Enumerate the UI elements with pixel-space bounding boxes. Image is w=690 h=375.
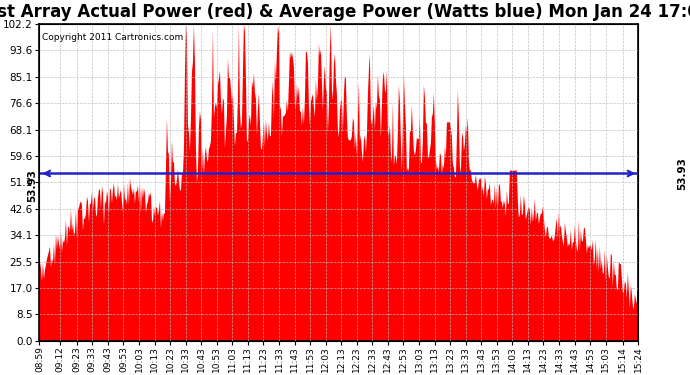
Text: 53.93: 53.93	[677, 157, 687, 190]
Title: West Array Actual Power (red) & Average Power (Watts blue) Mon Jan 24 17:01: West Array Actual Power (red) & Average …	[0, 3, 690, 21]
Text: Copyright 2011 Cartronics.com: Copyright 2011 Cartronics.com	[43, 33, 184, 42]
